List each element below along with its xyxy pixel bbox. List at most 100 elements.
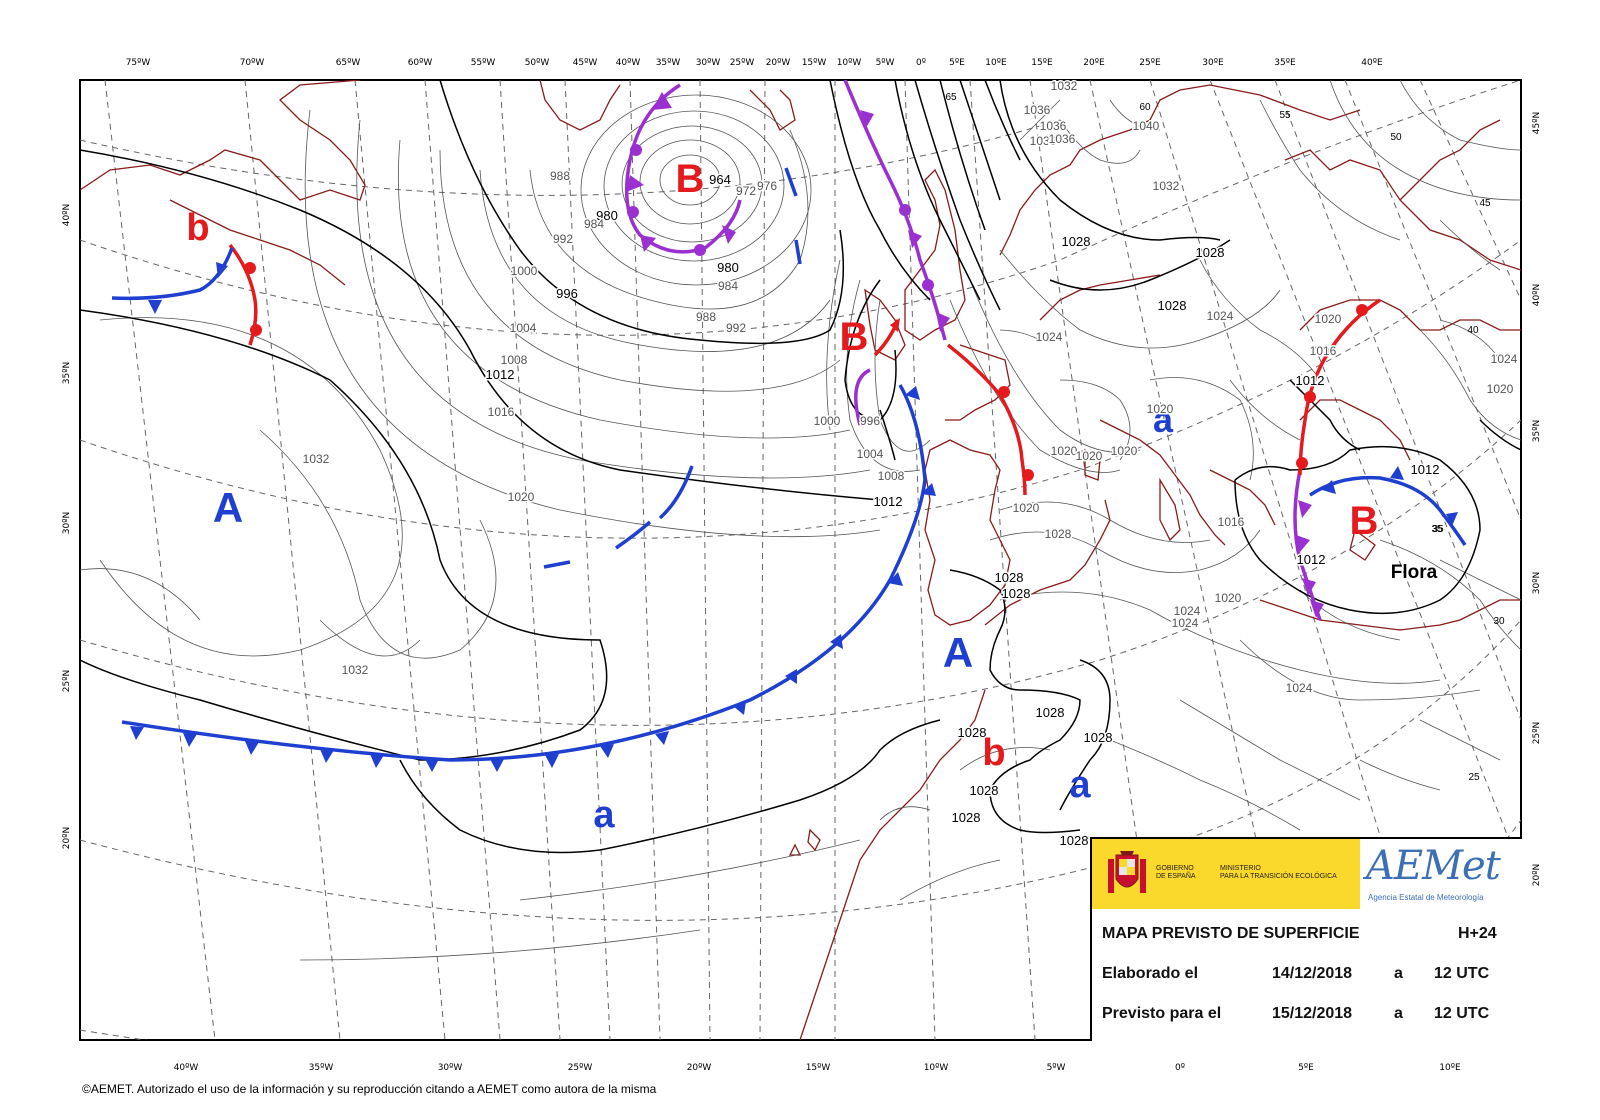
bottom-longitude-label: 30ºW — [437, 1063, 463, 1073]
top-longitude-label: 10ºW — [836, 58, 862, 68]
thickness-label: 35 — [1432, 524, 1444, 535]
top-longitude-label: 60ºW — [407, 58, 433, 68]
isobar-label: 976 — [757, 179, 777, 193]
top-longitude-label: 40ºE — [1361, 58, 1383, 68]
isobar-label: 972 — [736, 184, 756, 198]
ministry-line-2: PARA LA TRANSICIÓN ECOLÓGICA — [1220, 873, 1337, 880]
top-longitude-label: 5ºE — [949, 58, 965, 68]
forecast-date: 15/12/2018 — [1272, 1005, 1353, 1022]
thick-isobars — [80, 80, 1521, 854]
map-title: MAPA PREVISTO DE SUPERFICIE — [1102, 925, 1360, 942]
isobar-label: 1028 — [958, 725, 987, 740]
ministry-line-1: MINISTERIO — [1220, 865, 1261, 872]
aemet-logo-subtitle: Agencia Estatal de Meteorología — [1368, 893, 1484, 902]
storm-name-flora: Flora — [1391, 562, 1438, 583]
isobar-label: 1036 — [1049, 132, 1076, 146]
thickness-label: 50 — [1390, 132, 1402, 143]
top-longitude-label: 5ºW — [875, 58, 895, 68]
secondary-center-high: a — [1153, 399, 1174, 440]
spain-coat-of-arms-icon — [1106, 849, 1148, 899]
isobar-label: 1036 — [1030, 134, 1057, 148]
occluded-front-north — [624, 83, 742, 256]
thin-isobars — [80, 80, 1521, 961]
top-longitude-label: 20ºW — [765, 58, 791, 68]
copyright-notice: ©AEMET. Autorizado el uso de la informac… — [82, 1082, 657, 1096]
isobar-label: 1028 — [1002, 586, 1031, 601]
bottom-longitude-label: 35ºW — [308, 1063, 334, 1073]
thickness-label: 60 — [1139, 102, 1151, 113]
pressure-center-low: B — [1350, 499, 1379, 543]
government-label: GOBIERNO DE ESPAÑA — [1156, 865, 1196, 881]
bottom-longitude-label: 40ºW — [173, 1063, 199, 1073]
thickness-label: 55 — [1279, 110, 1291, 121]
secondary-center-high: a — [1069, 764, 1091, 806]
top-longitude-label: 65ºW — [335, 58, 361, 68]
isobar-label: 1040 — [1133, 119, 1160, 133]
top-longitude-label: 55ºW — [470, 58, 496, 68]
top-longitude-label: 50ºW — [524, 58, 550, 68]
isobar-label: 1032 — [303, 452, 330, 466]
pressure-center-high: A — [943, 629, 973, 676]
bottom-longitude-label: 15ºW — [805, 1063, 831, 1073]
top-longitude-label: 35ºE — [1274, 58, 1296, 68]
isobar-label: 1032 — [342, 663, 369, 677]
occluded-front-flora — [1293, 469, 1324, 621]
secondary-center-low: b — [982, 732, 1005, 774]
isobar-label: 1028 — [970, 783, 999, 798]
info-box: GOBIERNO DE ESPAÑA MINISTERIO PARA LA TR… — [1090, 837, 1522, 1041]
top-longitude-label: 70ºW — [239, 58, 265, 68]
elaborated-at: a — [1394, 965, 1403, 982]
pressure-center-low: B — [840, 315, 869, 359]
isobar-label: 1028 — [1158, 298, 1187, 313]
top-longitude-label: 45ºW — [572, 58, 598, 68]
elaborated-label: Elaborado el — [1102, 965, 1199, 982]
isobar-label: 980 — [596, 208, 618, 223]
isobar-label: 1016 — [1218, 515, 1245, 529]
isobar-label: 1004 — [510, 321, 537, 335]
cold-front-flora — [1309, 466, 1467, 546]
isobar-label: 1036 — [1024, 103, 1051, 117]
bottom-longitude-label: 10ºE — [1439, 1063, 1461, 1073]
thickness-label: 45 — [1479, 198, 1491, 209]
isobar-label: 1036 — [1040, 119, 1067, 133]
forecast-time: 12 UTC — [1434, 1005, 1490, 1022]
top-longitude-label: 0º — [916, 58, 926, 68]
trough-lines — [543, 167, 802, 569]
isobar-label: 1008 — [501, 353, 528, 367]
isobar-label: 992 — [726, 321, 746, 335]
pressure-center-labels: Bb Bb B A Aa a a — [186, 157, 1378, 836]
warm-front-nw — [228, 243, 262, 346]
isobar-label: 1032 — [1153, 179, 1180, 193]
isobar-label: 1012 — [486, 367, 515, 382]
isobar-label: 984 — [718, 279, 738, 293]
top-longitude-label: 10ºE — [985, 58, 1007, 68]
isobar-label: 988 — [550, 169, 570, 183]
isobar-label: 1028 — [1062, 234, 1091, 249]
isobar-label: 1020 — [1147, 402, 1174, 416]
top-longitude-label: 15ºE — [1031, 58, 1053, 68]
aemet-logo-area: AEMet Agencia Estatal de Meteorología — [1360, 839, 1522, 909]
isobar-label: 1012 — [1296, 373, 1325, 388]
cold-front-nw — [111, 247, 234, 314]
isobar-label: 964 — [709, 172, 731, 187]
occluded-front-b — [854, 368, 871, 426]
isobar-label: 1008 — [878, 469, 905, 483]
isobar-label: 1024 — [1491, 352, 1518, 366]
forecast-label: Previsto para el — [1102, 1005, 1222, 1022]
top-longitude-label: 30ºE — [1202, 58, 1224, 68]
isobar-label: 1024 — [1174, 604, 1201, 618]
government-band: GOBIERNO DE ESPAÑA MINISTERIO PARA LA TR… — [1092, 839, 1360, 909]
isobar-label: 1032 — [1051, 79, 1078, 93]
top-longitude-label: 25ºW — [729, 58, 755, 68]
elaborated-date: 14/12/2018 — [1272, 965, 1353, 982]
isobar-label: 1024 — [1207, 309, 1234, 323]
warm-front-b — [873, 318, 900, 357]
thickness-label: 65 — [945, 92, 957, 103]
isobar-label: 1016 — [1310, 344, 1337, 358]
isobar-label: 1012 — [1411, 462, 1440, 477]
isobar-label: 1020 — [1013, 501, 1040, 515]
isobar-label: 1000 — [814, 414, 841, 428]
